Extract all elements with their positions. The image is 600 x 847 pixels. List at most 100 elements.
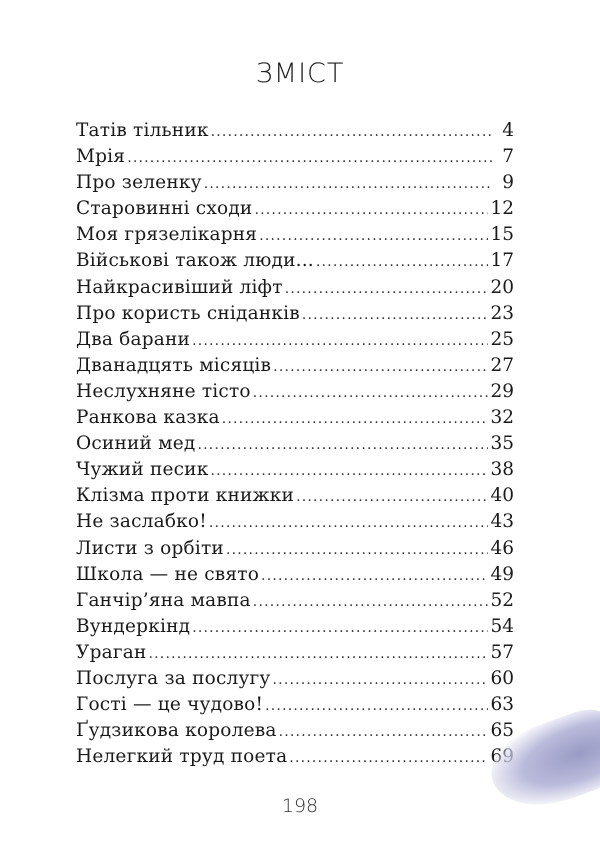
entry-page: 15 bbox=[490, 224, 514, 246]
toc-entry: Татів тільник 4 bbox=[76, 118, 514, 144]
page-title: ЗМІСТ bbox=[255, 58, 345, 89]
entry-title: Неслухняне тісто bbox=[76, 380, 251, 402]
entry-page: 60 bbox=[490, 667, 514, 689]
entry-title: Мрія bbox=[76, 146, 126, 168]
dot-leader bbox=[302, 302, 489, 328]
dot-leader bbox=[226, 537, 489, 563]
entry-title: Листи з орбіти bbox=[76, 537, 224, 559]
dot-leader bbox=[197, 432, 488, 458]
entry-page: 23 bbox=[490, 302, 514, 324]
toc-entry: Ураган 57 bbox=[76, 640, 514, 666]
entry-page: 20 bbox=[490, 276, 514, 298]
entry-title: Про користь сніданків bbox=[76, 302, 300, 324]
toc-entry: Про зеленку 9 bbox=[76, 170, 514, 196]
toc-entry: Мрія 7 bbox=[76, 144, 514, 170]
dot-leader bbox=[285, 276, 489, 302]
toc-entry: Дванадцять місяців 27 bbox=[76, 353, 514, 379]
toc-entry: Ґудзикова королева 65 bbox=[76, 718, 514, 744]
dot-leader bbox=[222, 406, 489, 432]
entry-title: Моя грязелікарня bbox=[76, 224, 258, 246]
entry-title: Ураган bbox=[76, 641, 147, 663]
dot-leader bbox=[289, 745, 488, 771]
entry-page: 27 bbox=[490, 354, 514, 376]
entry-page: 54 bbox=[490, 615, 514, 637]
toc-entry: Вундеркінд 54 bbox=[76, 614, 514, 640]
entry-title: Ранкова казка bbox=[76, 407, 220, 429]
entry-page: 17 bbox=[490, 250, 514, 272]
toc-entry: Неслухняне тісто 29 bbox=[76, 379, 514, 405]
entry-page: 57 bbox=[490, 641, 514, 663]
toc-entry: Клізма проти книжки 40 bbox=[76, 483, 514, 509]
dot-leader bbox=[254, 197, 488, 223]
entry-title: Татів тільник bbox=[76, 120, 209, 141]
entry-title: Військові також люди... bbox=[76, 250, 314, 272]
table-of-contents: Татів тільник4Мрія7Про зеленку9Старовинн… bbox=[76, 118, 514, 770]
entry-title: Про зеленку bbox=[76, 172, 202, 194]
entry-title: Гості — це чудово! bbox=[76, 694, 264, 716]
dot-leader bbox=[149, 641, 489, 667]
entry-title: Найкрасивіший ліфт bbox=[76, 276, 283, 298]
entry-title: Чужий песик bbox=[76, 459, 209, 481]
toc-entry: Чужий песик 38 bbox=[76, 457, 514, 483]
toc-entry: Гості — це чудово! 63 bbox=[76, 692, 514, 718]
dot-leader bbox=[204, 171, 492, 197]
entry-page: 40 bbox=[490, 485, 514, 507]
dot-leader bbox=[265, 693, 488, 719]
page-number: 198 bbox=[281, 795, 319, 817]
dot-leader bbox=[273, 667, 489, 693]
toc-entry: Старовинні сходи 12 bbox=[76, 196, 514, 222]
dot-leader bbox=[253, 589, 489, 615]
dot-leader bbox=[273, 354, 488, 380]
dot-leader bbox=[316, 249, 489, 275]
dot-leader bbox=[209, 510, 489, 536]
toc-entry: Осиний мед 35 bbox=[76, 431, 514, 457]
entry-page: 7 bbox=[502, 146, 514, 168]
entry-page: 49 bbox=[490, 563, 514, 585]
entry-title: Ґудзикова королева bbox=[76, 720, 277, 742]
toc-entry: Моя грязелікарня 15 bbox=[76, 222, 514, 248]
entry-title: Старовинні сходи bbox=[76, 198, 253, 220]
toc-entry: Нелегкий труд поета69 bbox=[76, 744, 514, 770]
entry-title: Ганчір’яна мавпа bbox=[76, 589, 251, 611]
toc-entry: Школа — не свято 49 bbox=[76, 562, 514, 588]
toc-entry: Листи з орбіти 46 bbox=[76, 536, 514, 562]
toc-entry: Послуга за послугу 60 bbox=[76, 666, 514, 692]
entry-page: 29 bbox=[490, 380, 514, 402]
toc-entry: Ганчір’яна мавпа 52 bbox=[76, 588, 514, 614]
toc-entry: Ранкова казка 32 bbox=[76, 405, 514, 431]
dot-leader bbox=[192, 328, 488, 354]
entry-title: Послуга за послугу bbox=[76, 667, 271, 689]
entry-page: 32 bbox=[490, 407, 514, 429]
entry-title: Школа — не свято bbox=[76, 563, 260, 585]
entry-page: 12 bbox=[490, 198, 514, 220]
entry-page: 63 bbox=[490, 694, 514, 716]
entry-page: 46 bbox=[490, 537, 514, 559]
entry-page: 9 bbox=[502, 172, 514, 194]
dot-leader bbox=[253, 380, 489, 406]
entry-title: Два барани bbox=[76, 328, 191, 350]
dot-leader bbox=[211, 119, 492, 145]
entry-page: 52 bbox=[490, 589, 514, 611]
entry-page: 4 bbox=[502, 120, 514, 141]
entry-page: 38 bbox=[490, 459, 514, 481]
toc-entry: Військові також люди... 17 bbox=[76, 248, 514, 274]
dot-leader bbox=[192, 615, 488, 641]
entry-title: Осиний мед bbox=[76, 433, 196, 455]
dot-leader bbox=[296, 484, 488, 510]
toc-entry: Два барани 25 bbox=[76, 327, 514, 353]
dot-leader bbox=[210, 458, 488, 484]
dot-leader bbox=[279, 719, 489, 745]
toc-entry: Не заслабко! 43 bbox=[76, 509, 514, 535]
entry-page: 43 bbox=[490, 511, 514, 533]
entry-title: Вундеркінд bbox=[76, 615, 191, 637]
entry-title: Не заслабко! bbox=[76, 511, 207, 533]
entry-page: 25 bbox=[490, 328, 514, 350]
dot-leader bbox=[261, 563, 488, 589]
dot-leader bbox=[127, 145, 492, 171]
dot-leader bbox=[259, 223, 488, 249]
entry-page: 65 bbox=[490, 720, 514, 742]
entry-title: Клізма проти книжки bbox=[76, 485, 295, 507]
entry-title: Нелегкий труд поета bbox=[76, 746, 288, 768]
entry-title: Дванадцять місяців bbox=[76, 354, 272, 376]
entry-page: 35 bbox=[490, 433, 514, 455]
